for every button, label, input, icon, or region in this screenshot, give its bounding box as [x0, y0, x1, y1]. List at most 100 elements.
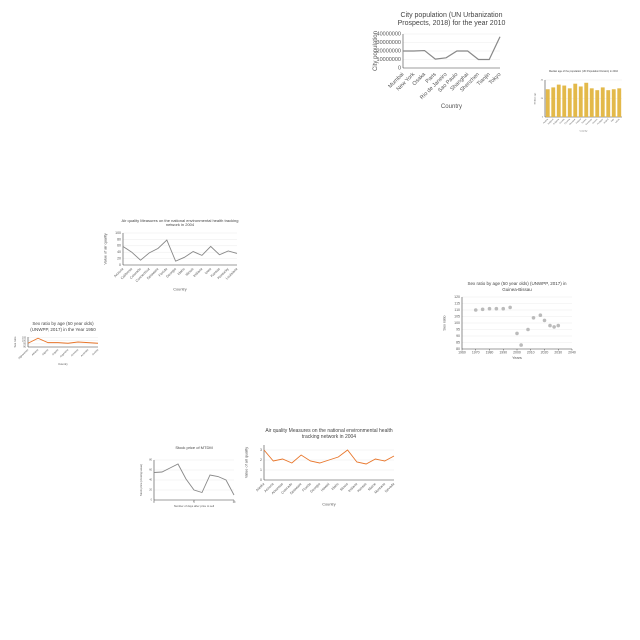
y-tick-label: 95: [23, 343, 26, 346]
y-axis-label: Median age: [535, 92, 537, 104]
chart-title: Air quality Measures on the national env…: [265, 428, 393, 440]
x-tick-label: Finland: [576, 119, 582, 125]
point: [515, 331, 519, 336]
x-tick-label: Afghanistan: [18, 348, 30, 360]
y-tick-label: 90: [23, 346, 26, 349]
point: [526, 327, 530, 332]
x-axis-label: Number of days after price to sell: [174, 504, 215, 508]
y-tick-label: 100: [22, 339, 27, 342]
x-tick-label: Kansas: [210, 267, 221, 278]
x-tick-label: Hawaii: [320, 482, 330, 492]
x-tick-label: Florida: [301, 482, 311, 492]
x-axis-label: Country: [580, 130, 589, 133]
x-tick-label: Albania: [31, 348, 39, 356]
x-tick-label: Idaho: [331, 482, 340, 491]
x-tick-label: Iowa: [204, 267, 212, 275]
y-tick-label: 0: [398, 65, 401, 71]
x-tick-label: Georgia: [165, 267, 177, 279]
chart-title: Stock price of MTDM: [175, 444, 213, 450]
y-tick-label: 100: [115, 231, 121, 235]
x-tick-label: 0: [153, 501, 155, 504]
y-tick-label: 0: [542, 117, 544, 119]
bar: [562, 85, 567, 117]
bar: [556, 84, 561, 117]
x-axis-label: Country: [322, 503, 336, 507]
x-tick-label: Idaho: [177, 267, 186, 276]
y-axis-label: Value of air quality: [245, 447, 249, 478]
y-axis-label: Stock price (closing value): [139, 464, 143, 496]
x-tick-label: Angola: [52, 348, 60, 356]
bar: [600, 87, 605, 117]
y-tick-label: 105: [22, 336, 27, 339]
x-tick-label: 2030: [554, 350, 562, 354]
y-axis-label: City population: [373, 31, 379, 71]
x-tick-label: Maine: [367, 482, 377, 492]
chart-title: Sex ratio by age (50 year olds) (UNWPP, …: [467, 281, 567, 292]
x-tick-label: 2010: [527, 350, 535, 354]
y-axis-label: Value of air quality: [104, 233, 108, 264]
y-tick-label: 0: [119, 263, 121, 267]
x-tick-label: Alaska: [255, 482, 265, 492]
line: [27, 337, 99, 344]
y-tick-label: 20: [117, 257, 121, 261]
y-tick-label: 60: [117, 244, 121, 248]
y-tick-label: 2: [260, 458, 262, 462]
x-tick-label: Italy: [610, 118, 615, 123]
y-tick-label: 1: [260, 468, 262, 472]
bar: [617, 88, 622, 117]
x-tick-label: Armenia: [70, 348, 79, 357]
y-tick-label: 110: [454, 308, 460, 312]
y-tick-label: 60: [149, 469, 152, 472]
y-tick-label: 20: [149, 489, 152, 492]
y-tick-label: 3: [260, 448, 262, 452]
x-tick-label: Latvia: [614, 117, 621, 124]
x-tick-label: 1980: [486, 350, 494, 354]
y-tick-label: 40: [541, 80, 544, 82]
x-tick-label: Greece: [592, 118, 599, 125]
x-tick-label: Georgia: [309, 482, 321, 494]
bar: [584, 82, 589, 117]
chart-title: Sex ratio by age (50 year olds) (UNWPP, …: [30, 321, 96, 332]
x-tick-label: Austria: [542, 117, 549, 124]
bar: [573, 83, 578, 117]
x-tick-label: Kansas: [356, 482, 367, 493]
x-axis-label: Country: [173, 288, 187, 292]
x-tick-label: Czechia: [564, 118, 571, 125]
y-axis-label: Sex ratio: [443, 315, 447, 330]
y-tick-label: 85: [456, 340, 460, 344]
point: [487, 306, 492, 311]
y-axis-label: Sex ratio: [13, 336, 17, 347]
line: [263, 449, 395, 465]
bar: [567, 88, 572, 117]
point: [542, 318, 547, 323]
x-tick-label: Australia: [80, 348, 89, 357]
bar: [606, 90, 611, 117]
y-tick-label: 80: [456, 347, 460, 351]
x-axis-label: Country: [441, 104, 463, 110]
x-tick-label: Austria: [92, 348, 100, 356]
y-tick-label: 30000000: [377, 40, 401, 46]
point: [556, 323, 561, 328]
y-tick-label: 0: [151, 499, 153, 502]
line: [153, 463, 235, 496]
x-tick-label: 5: [193, 501, 195, 504]
y-tick-label: 120: [454, 295, 460, 299]
x-tick-label: Indiana: [347, 482, 358, 493]
y-tick-label: 115: [454, 301, 460, 305]
x-tick-label: 1970: [472, 350, 480, 354]
y-tick-label: 0: [260, 478, 262, 482]
bar: [611, 89, 616, 117]
x-tick-label: 1960: [458, 350, 466, 354]
x-axis-label: Years: [512, 356, 522, 360]
line: [122, 239, 238, 262]
x-tick-label: 2040: [568, 350, 576, 354]
point: [552, 325, 556, 329]
x-tick-label: Ireland: [604, 119, 610, 125]
y-tick-label: 40: [149, 479, 152, 482]
x-tick-label: Illinois: [339, 482, 349, 492]
x-tick-label: Argentina: [59, 348, 69, 358]
point: [538, 313, 543, 318]
x-tick-label: Illinois: [185, 267, 195, 277]
x-tick-label: Tokyo: [488, 72, 502, 86]
